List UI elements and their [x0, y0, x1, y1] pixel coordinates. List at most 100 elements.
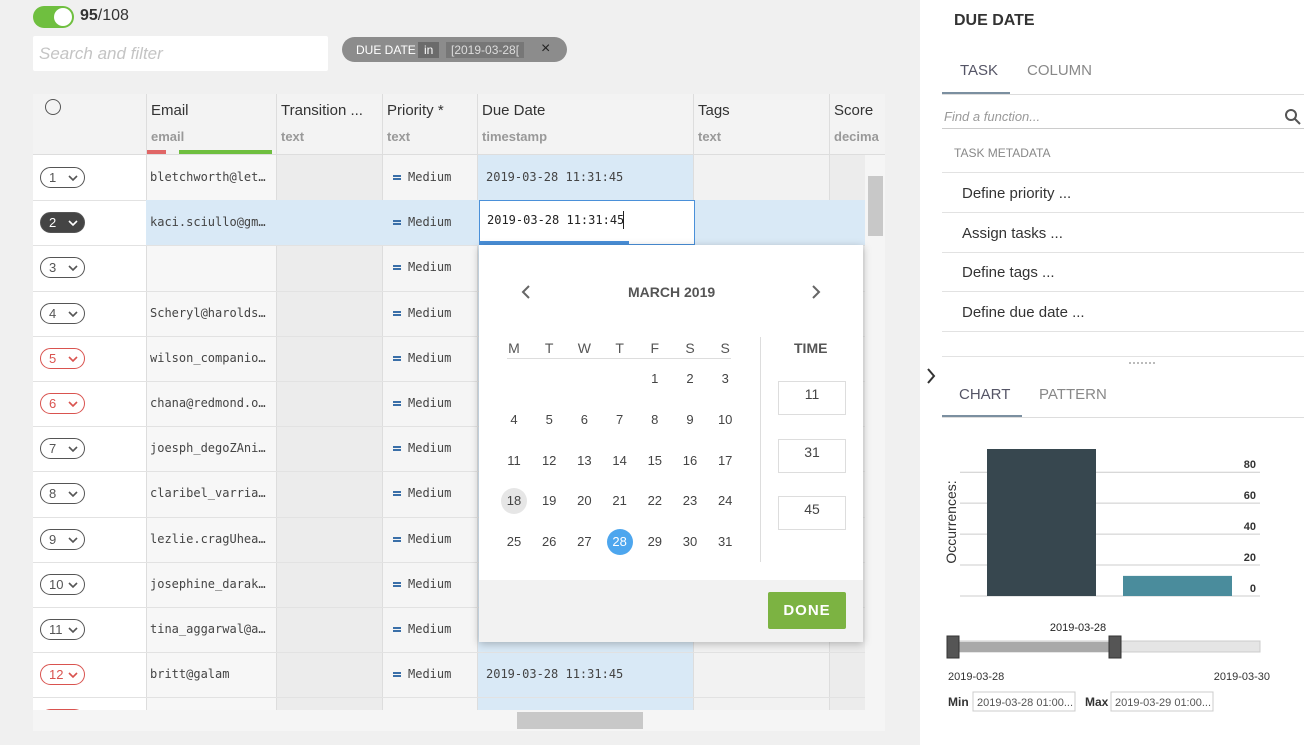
- day[interactable]: 14: [612, 452, 627, 468]
- day[interactable]: 10: [717, 411, 733, 427]
- function-item[interactable]: Define due date ...: [962, 303, 1085, 321]
- day[interactable]: 15: [647, 452, 663, 468]
- min-input[interactable]: [972, 691, 1076, 712]
- day[interactable]: 3: [721, 371, 729, 386]
- day[interactable]: 1: [651, 371, 659, 386]
- max-value: 2019-03-29 01:00...: [1115, 697, 1211, 709]
- priority-cell: Medium: [408, 396, 452, 410]
- time-field[interactable]: 31: [778, 438, 846, 473]
- day[interactable]: 4: [510, 411, 518, 427]
- date-editor-value: 2019-03-28 11:31:45: [487, 213, 625, 228]
- v-scroll-thumb[interactable]: [868, 176, 883, 236]
- chart-tab[interactable]: PATTERN: [1039, 386, 1107, 403]
- row-rule: [33, 652, 885, 654]
- day[interactable]: 2: [686, 371, 694, 386]
- day[interactable]: 31: [717, 534, 733, 550]
- row-badge[interactable]: 10: [40, 573, 85, 595]
- chevron: [68, 265, 78, 272]
- day[interactable]: 16: [682, 452, 698, 468]
- count-total: /108: [97, 7, 129, 24]
- toggle[interactable]: [33, 6, 74, 28]
- time-field[interactable]: 45: [778, 496, 846, 530]
- priority-cell: Medium: [408, 486, 452, 501]
- chevron: [68, 582, 78, 588]
- day[interactable]: 21: [612, 493, 627, 509]
- row-badge[interactable]: 9: [40, 528, 85, 550]
- weekday-rule: [507, 358, 731, 359]
- h-scroll-thumb[interactable]: [517, 712, 643, 729]
- day[interactable]: 9: [686, 411, 694, 427]
- row-badge[interactable]: 2: [40, 212, 85, 234]
- row-badge[interactable]: 7: [40, 438, 85, 460]
- next-month[interactable]: [812, 285, 821, 299]
- range-handle[interactable]: [946, 635, 960, 659]
- day[interactable]: 13: [577, 452, 592, 468]
- day[interactable]: 18: [501, 488, 527, 515]
- filter-remove[interactable]: ×: [541, 40, 551, 57]
- v-scrollbar[interactable]: [865, 155, 885, 710]
- day[interactable]: 8: [651, 411, 659, 427]
- row-badge[interactable]: 3: [40, 257, 85, 279]
- day[interactable]: 28: [606, 529, 633, 556]
- range-handle[interactable]: [1108, 635, 1122, 659]
- bar[interactable]: [987, 449, 1096, 596]
- h-scrollbar[interactable]: [33, 710, 885, 731]
- max-input[interactable]: [1110, 691, 1214, 712]
- row-id: 5: [49, 350, 57, 366]
- select-all[interactable]: [45, 99, 61, 115]
- panel-search[interactable]: Find a function...: [944, 109, 1041, 124]
- time-field[interactable]: 11: [778, 381, 846, 415]
- day[interactable]: 26: [541, 534, 557, 550]
- column-name[interactable]: Email: [151, 102, 189, 119]
- tab[interactable]: COLUMN: [1027, 62, 1093, 79]
- function-item[interactable]: Assign tasks ...: [962, 224, 1063, 242]
- column-name[interactable]: Score: [834, 102, 874, 119]
- search-icon[interactable]: [1284, 108, 1302, 126]
- bar[interactable]: [1123, 575, 1232, 596]
- date-editor[interactable]: 2019-03-28 11:31:45: [479, 200, 695, 246]
- day[interactable]: 7: [615, 411, 624, 427]
- column-name[interactable]: Due Date: [482, 102, 546, 119]
- row-badge[interactable]: 11: [40, 619, 85, 640]
- row-rule: [33, 561, 885, 563]
- day[interactable]: 20: [577, 493, 592, 509]
- function-item[interactable]: Define priority ...: [962, 185, 1072, 202]
- row-badge[interactable]: 5: [40, 347, 85, 369]
- column-name[interactable]: Priority *: [387, 102, 444, 119]
- column-name[interactable]: Transition ...: [281, 102, 363, 119]
- day[interactable]: 27: [577, 534, 592, 550]
- day[interactable]: 22: [647, 493, 663, 509]
- day[interactable]: 11: [507, 452, 521, 468]
- day[interactable]: 29: [647, 534, 663, 550]
- header: [33, 94, 885, 155]
- chart-tab[interactable]: CHART: [959, 386, 1011, 403]
- row-badge[interactable]: 4: [40, 302, 85, 324]
- search-box[interactable]: Search and filter: [33, 36, 328, 71]
- row-badge[interactable]: 6: [40, 393, 85, 414]
- done-button[interactable]: DONE: [768, 592, 846, 629]
- day[interactable]: 25: [506, 534, 522, 550]
- day[interactable]: 23: [682, 493, 698, 509]
- function-item[interactable]: Define tags ...: [962, 264, 1055, 281]
- day[interactable]: 24: [717, 493, 733, 509]
- day[interactable]: 19: [541, 493, 557, 509]
- prev-month[interactable]: [521, 285, 530, 299]
- row-badge[interactable]: 1: [40, 167, 85, 188]
- day[interactable]: 30: [682, 534, 698, 550]
- email-cell: britt@galam: [150, 667, 230, 682]
- resize-handle[interactable]: [1129, 362, 1155, 364]
- column-name[interactable]: Tags: [698, 102, 730, 119]
- row-id: 12: [49, 667, 64, 683]
- day[interactable]: 12: [541, 452, 557, 468]
- row-badge[interactable]: 12: [40, 664, 85, 686]
- date-picker: MARCH 2019 TIME DONE M T W T F S S 1 2 3 4 5 6 7 8 9 10 1…: [479, 245, 863, 642]
- row-badge[interactable]: 8: [40, 483, 85, 505]
- tab[interactable]: TASK: [960, 62, 999, 79]
- day[interactable]: 17: [717, 452, 733, 468]
- collapse-arrow[interactable]: [924, 366, 938, 386]
- chevron: [68, 627, 78, 634]
- email-cell: Scheryl@harolds…: [150, 305, 266, 320]
- day[interactable]: 5: [545, 411, 553, 427]
- filter-chip[interactable]: DUE DATE in [2019-03-28[ ×: [342, 37, 567, 62]
- day[interactable]: 6: [580, 411, 588, 427]
